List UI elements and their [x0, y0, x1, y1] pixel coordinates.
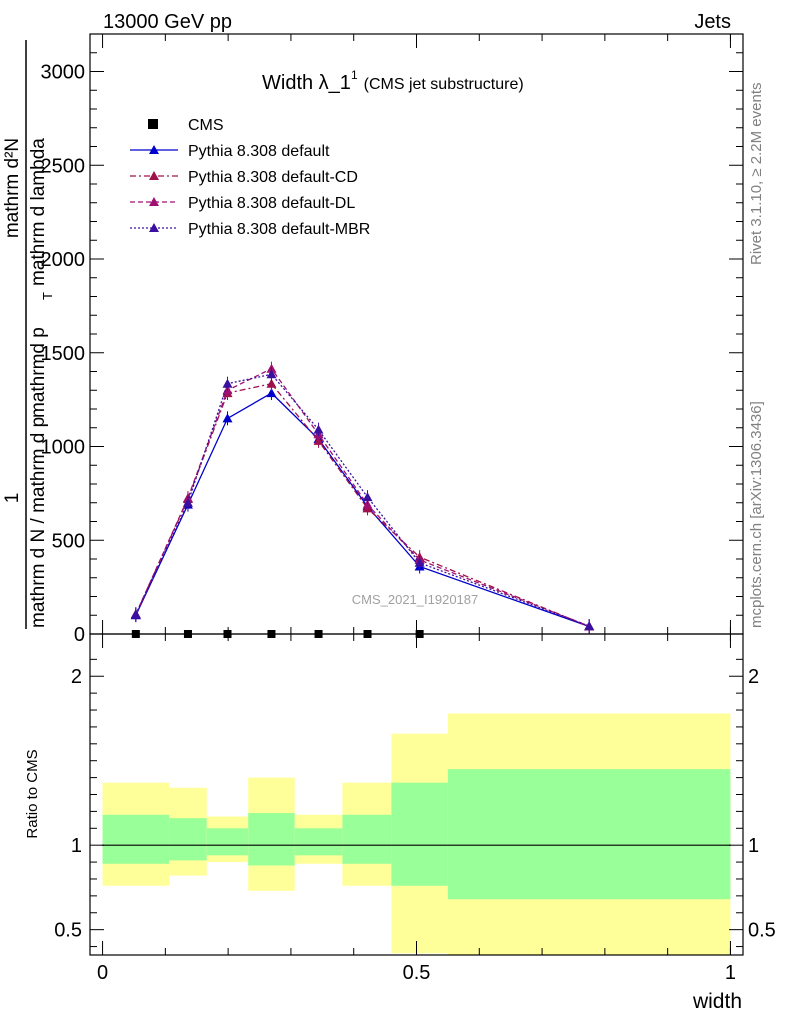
- y-label-sub-t: T: [40, 292, 55, 300]
- main-ytick-label: 500: [52, 530, 85, 552]
- y-label-dn: mathrm d²N: [2, 138, 23, 238]
- watermark: CMS_2021_I1920187: [352, 592, 479, 607]
- y-label-one: 1: [2, 493, 23, 504]
- series-marker-4: [266, 369, 277, 379]
- legend-label-0: CMS: [188, 117, 224, 134]
- ratio-y-label: Ratio to CMS: [24, 749, 41, 838]
- ratio-xtick-label: 1: [725, 962, 736, 984]
- legend-marker-2: [149, 171, 159, 180]
- series-marker-4: [584, 621, 595, 631]
- y-axis-label: 1 mathrm d²N mathrm d N / mathrm d p mat…: [2, 40, 55, 629]
- plot-title-main: Width λ_1: [262, 72, 351, 94]
- series-marker-4: [182, 497, 193, 507]
- legend-label-3: Pythia 8.308 default-DL: [188, 195, 355, 212]
- ratio-ytick-label-left: 2: [71, 666, 82, 688]
- ratio-green-band-1: [169, 818, 207, 861]
- series-marker-4: [362, 492, 373, 502]
- ratio-green-band-0: [102, 814, 170, 864]
- ratio-green-band-3: [248, 813, 295, 866]
- series-line-1: [135, 392, 590, 628]
- legend-marker-1: [149, 145, 159, 154]
- y-label-denominator-a: mathrm d N / mathrm d p: [28, 417, 49, 628]
- ratio-ytick-label-left: 0.5: [54, 920, 82, 942]
- header-right: Jets: [694, 11, 731, 33]
- ratio-ytick-label-left: 1: [71, 835, 82, 857]
- legend-marker-cms: [148, 119, 158, 129]
- rivet-label: Rivet 3.1.10, ≥ 2.2M events: [748, 83, 765, 266]
- legend-label-4: Pythia 8.308 default-MBR: [188, 221, 370, 238]
- ratio-green-band-4: [294, 828, 343, 856]
- series-line-2: [135, 382, 590, 628]
- legend-label-1: Pythia 8.308 default: [188, 143, 330, 160]
- x-axis-label: width: [692, 990, 742, 1013]
- series-marker-2: [266, 378, 277, 388]
- ratio-green-band-7: [447, 769, 731, 900]
- main-ytick-label: 0: [74, 624, 85, 646]
- series-marker-4: [222, 378, 233, 388]
- mcplots-label: mcplots.cern.ch [arXiv:1306.3436]: [748, 401, 765, 628]
- main-ytick-label: 2000: [41, 249, 86, 271]
- series-line-3: [135, 367, 590, 627]
- header-left: 13000 GeV pp: [103, 11, 232, 33]
- y-label-denominator-b: mathrmd p: [28, 327, 49, 418]
- y-label-denominator-c: mathrm d lambda: [28, 138, 49, 286]
- series-marker-4: [313, 424, 324, 434]
- series-marker-4: [130, 609, 141, 619]
- ratio-green-band-2: [206, 828, 249, 856]
- ratio-ytick-label-right: 1: [748, 835, 759, 857]
- series-marker-4: [414, 557, 425, 567]
- main-ytick-label: 1000: [41, 437, 86, 459]
- ratio-xtick-label: 0.5: [403, 962, 431, 984]
- plot-title: Width λ_11 (CMS jet substructure): [262, 68, 524, 94]
- main-ytick-label: 1500: [41, 343, 86, 365]
- legend-label-2: Pythia 8.308 default-CD: [188, 169, 358, 186]
- plot-title-sup: 1: [351, 68, 358, 82]
- main-ytick-label: 3000: [41, 62, 86, 84]
- ratio-green-band-6: [391, 782, 448, 886]
- series-marker-1: [222, 413, 233, 423]
- series-marker-1: [266, 388, 277, 398]
- legend: CMS Pythia 8.308 default Pythia 8.308 defa…: [130, 117, 370, 238]
- legend-marker-3: [149, 197, 159, 206]
- ratio-xtick-label: 0: [97, 962, 108, 984]
- main-axes: 0 500 1000 1500 2000 2500 3000: [41, 33, 744, 646]
- main-ytick-label: 2500: [41, 155, 86, 177]
- ratio-ytick-label-right: 0.5: [748, 920, 776, 942]
- ratio-bands: [102, 713, 731, 955]
- series-line-4: [135, 373, 590, 627]
- ratio-ytick-label-right: 2: [748, 666, 759, 688]
- legend-marker-4: [149, 223, 159, 232]
- ratio-green-band-5: [342, 814, 392, 864]
- plot-title-sub: (CMS jet substructure): [364, 76, 524, 93]
